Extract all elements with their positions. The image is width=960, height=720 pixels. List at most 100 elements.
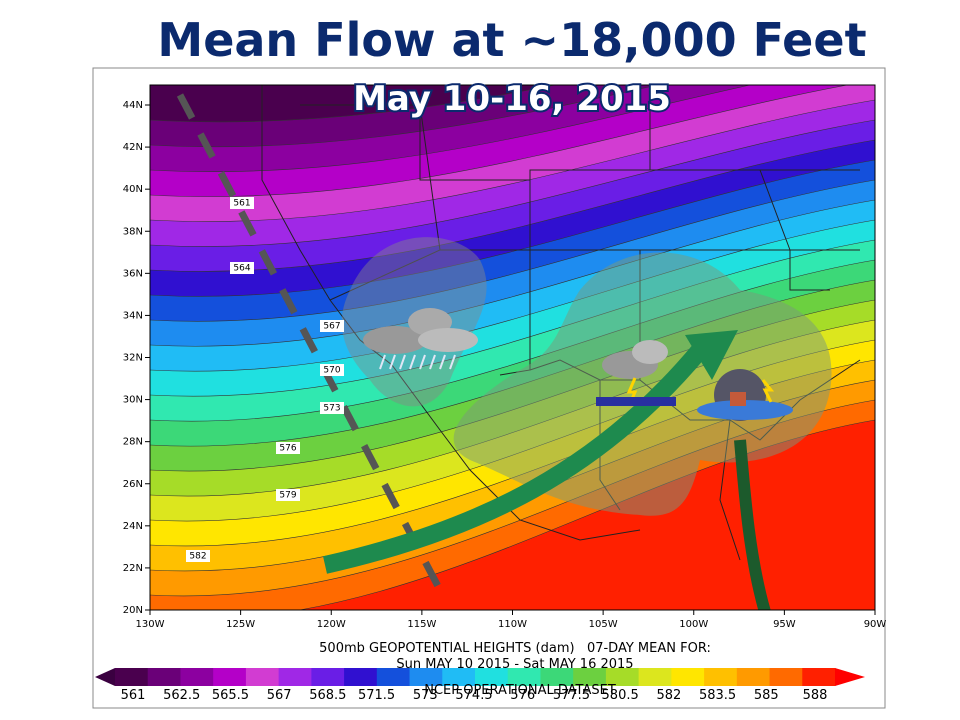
- flow-arrow: [323, 344, 707, 574]
- colorbar-label: 567: [267, 688, 292, 703]
- caption-line: 500mb GEOPOTENTIAL HEIGHTS (dam) 07-DAY …: [319, 641, 711, 656]
- colorbar-swatch: [540, 668, 574, 686]
- contour-label: 561: [233, 199, 250, 209]
- subtitle: May 10-16, 2015: [353, 79, 671, 119]
- lat-label: 22N: [123, 563, 143, 574]
- contour-label-box: [230, 262, 254, 274]
- contour-line: [150, 85, 752, 173]
- contour-label: 579: [279, 491, 296, 501]
- colorbar-swatch: [638, 668, 672, 686]
- contour-label-box: [320, 364, 344, 376]
- lon-label: 90W: [864, 619, 887, 630]
- colorbar-swatch: [213, 668, 247, 686]
- colorbar-swatch: [704, 668, 738, 686]
- colorbar-label: 565.5: [212, 688, 249, 703]
- contour-label: 582: [189, 552, 206, 562]
- colorbar-swatch: [605, 668, 640, 686]
- contour-label: 573: [323, 404, 340, 414]
- colorbar-label: 561: [121, 688, 146, 703]
- lon-label: 105W: [589, 619, 618, 630]
- colorbar-end: [95, 668, 115, 686]
- colorbar-swatch: [736, 668, 771, 686]
- colorbar-swatch: [311, 668, 345, 686]
- lat-label: 20N: [123, 605, 143, 616]
- contour-label-box: [276, 442, 300, 454]
- lon-label: 100W: [679, 619, 708, 630]
- colorbar-label: 588: [803, 688, 828, 703]
- contour-label-box: [320, 402, 344, 414]
- lat-label: 42N: [123, 142, 143, 153]
- colorbar-label: 571.5: [358, 688, 395, 703]
- lon-label: 110W: [498, 619, 527, 630]
- lon-label: 120W: [317, 619, 346, 630]
- lat-label: 38N: [123, 226, 143, 237]
- flood-icon: [697, 369, 793, 421]
- colorbar-label: 568.5: [309, 688, 346, 703]
- lat-label: 24N: [123, 521, 143, 532]
- rain-cloud-icon: [363, 308, 478, 370]
- colorbar-label: 580.5: [602, 688, 639, 703]
- contour-label: 567: [323, 322, 340, 332]
- colorbar-label: 573: [413, 688, 438, 703]
- caption-source: NCEP OPERATIONAL DATASET: [424, 683, 616, 698]
- contour-line: [150, 99, 875, 222]
- colorbar-label: 585: [754, 688, 779, 703]
- colorbar-swatch: [475, 668, 509, 686]
- colorbar-swatch: [802, 668, 836, 686]
- contour-line: [150, 239, 875, 397]
- contour-line: [150, 85, 557, 123]
- title: Mean Flow at ~18,000 Feet: [157, 13, 866, 67]
- lat-label: 32N: [123, 353, 143, 364]
- contour-label-box: [320, 320, 344, 332]
- colorbar-swatch: [180, 668, 214, 686]
- band: [150, 85, 556, 122]
- colorbar-swatch: [507, 668, 541, 686]
- contour-label: 576: [279, 444, 296, 454]
- colorbar-label: 583.5: [699, 688, 736, 703]
- contour-label: 564: [233, 264, 250, 274]
- colorbar-swatch: [115, 668, 149, 686]
- colorbar-label: 582: [656, 688, 681, 703]
- contour-label-box: [230, 197, 254, 209]
- contour-line: [150, 179, 875, 322]
- lon-label: 95W: [773, 619, 796, 630]
- lat-label: 28N: [123, 437, 143, 448]
- colorbar-label: 577.5: [553, 688, 590, 703]
- overlays: [176, 93, 832, 610]
- lat-label: 30N: [123, 395, 143, 406]
- contour-line: [150, 139, 875, 272]
- colorbar-label: 562.5: [163, 688, 200, 703]
- colorbar-end: [835, 668, 865, 686]
- contour-line: [150, 219, 875, 372]
- trough-axis: [176, 93, 444, 592]
- contour-line: [150, 119, 875, 247]
- lat-label: 36N: [123, 268, 143, 279]
- contour-label: 570: [323, 366, 340, 376]
- colorbar-swatch: [573, 668, 607, 686]
- colorbar-label: 574.5: [455, 688, 492, 703]
- colorbar-swatch: [344, 668, 378, 686]
- slide-frame: [92, 67, 886, 709]
- colorbar-swatch: [671, 668, 705, 686]
- lat-label: 40N: [123, 184, 143, 195]
- moisture-arrow: [734, 439, 771, 610]
- contour-label-box: [186, 550, 210, 562]
- colorbar-swatch: [245, 668, 280, 686]
- lon-label: 125W: [226, 619, 255, 630]
- contour-line: [150, 85, 659, 148]
- colorbar-label: 576: [510, 688, 535, 703]
- colorbar-swatch: [409, 668, 443, 686]
- lon-label: 115W: [407, 619, 436, 630]
- lat-label: 26N: [123, 479, 143, 490]
- colorbar-swatch: [769, 668, 803, 686]
- flow-arrow-head: [685, 330, 738, 380]
- colorbar-swatch: [147, 668, 181, 686]
- colorbar-swatch: [376, 668, 411, 686]
- contour-line: [150, 85, 849, 197]
- lat-label: 44N: [123, 100, 143, 111]
- lat-label: 34N: [123, 310, 143, 321]
- lon-label: 130W: [136, 619, 165, 630]
- colorbar: 561 562.5 565.5 567 568.5 571.5 573 574.5 576 577…: [95, 668, 865, 703]
- contour-line: [150, 159, 875, 297]
